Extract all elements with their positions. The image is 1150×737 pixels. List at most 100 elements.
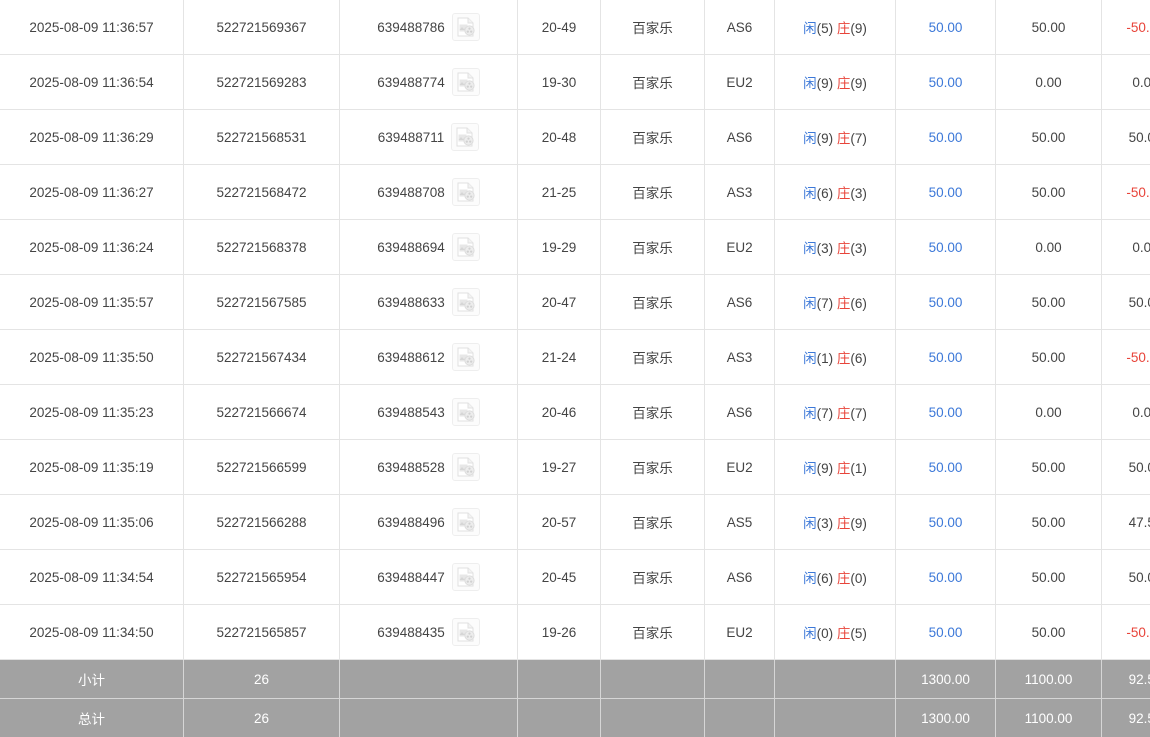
banker-score: (6) bbox=[850, 296, 867, 311]
cell-result: 闲(1) 庄(6) bbox=[775, 330, 896, 385]
cell-shoe-round: 20-57 bbox=[518, 495, 601, 550]
broken-image-icon[interactable] bbox=[452, 398, 480, 426]
player-score: (9) bbox=[817, 76, 834, 91]
broken-image-icon[interactable] bbox=[452, 13, 480, 41]
cell-result: 闲(3) 庄(9) bbox=[775, 495, 896, 550]
cell-timestamp: 2025-08-09 11:34:50 bbox=[0, 605, 184, 660]
cell-table-code: AS3 bbox=[705, 330, 775, 385]
cell-bet-amount: 50.00 bbox=[896, 330, 996, 385]
player-result: 闲 bbox=[803, 626, 817, 641]
cell-round-id[interactable]: 639488612 bbox=[340, 330, 518, 385]
cell-win-loss: 0.00 bbox=[1102, 385, 1150, 440]
cell-round-id[interactable]: 639488786 bbox=[340, 0, 518, 55]
cell-game-name: 百家乐 bbox=[601, 330, 705, 385]
summary-count: 26 bbox=[184, 660, 340, 699]
cell-valid-bet: 50.00 bbox=[996, 0, 1102, 55]
cell-shoe-round: 19-29 bbox=[518, 220, 601, 275]
cell-shoe-round: 20-45 bbox=[518, 550, 601, 605]
round-id-text: 639488612 bbox=[377, 350, 445, 365]
cell-game-name: 百家乐 bbox=[601, 440, 705, 495]
cell-game-name: 百家乐 bbox=[601, 385, 705, 440]
broken-image-icon[interactable] bbox=[452, 343, 480, 371]
broken-image-icon[interactable] bbox=[452, 563, 480, 591]
cell-shoe-round: 20-46 bbox=[518, 385, 601, 440]
cell-round-id[interactable]: 639488708 bbox=[340, 165, 518, 220]
player-result: 闲 bbox=[803, 296, 817, 311]
cell-table-code: AS6 bbox=[705, 110, 775, 165]
cell-valid-bet: 50.00 bbox=[996, 330, 1102, 385]
cell-order-id: 522721568378 bbox=[184, 220, 340, 275]
summary-empty-result bbox=[775, 660, 896, 699]
broken-image-icon[interactable] bbox=[451, 123, 479, 151]
cell-round-id[interactable]: 639488774 bbox=[340, 55, 518, 110]
cell-game-name: 百家乐 bbox=[601, 165, 705, 220]
broken-image-icon[interactable] bbox=[452, 618, 480, 646]
cell-round-id[interactable]: 639488447 bbox=[340, 550, 518, 605]
round-id-text: 639488496 bbox=[377, 515, 445, 530]
summary-empty-result bbox=[775, 699, 896, 737]
cell-round-id[interactable]: 639488528 bbox=[340, 440, 518, 495]
cell-table-code: AS6 bbox=[705, 275, 775, 330]
cell-round-id[interactable]: 639488711 bbox=[340, 110, 518, 165]
broken-image-icon[interactable] bbox=[452, 288, 480, 316]
cell-win-loss: -50.00 bbox=[1102, 605, 1150, 660]
broken-image-icon[interactable] bbox=[452, 68, 480, 96]
cell-win-loss: 50.00 bbox=[1102, 440, 1150, 495]
player-result: 闲 bbox=[803, 461, 817, 476]
player-result: 闲 bbox=[803, 406, 817, 421]
cell-round-id[interactable]: 639488543 bbox=[340, 385, 518, 440]
banker-result: 庄 bbox=[837, 186, 851, 201]
broken-image-icon[interactable] bbox=[452, 508, 480, 536]
banker-score: (7) bbox=[850, 131, 867, 146]
broken-image-icon[interactable] bbox=[452, 178, 480, 206]
banker-score: (3) bbox=[850, 186, 867, 201]
cell-timestamp: 2025-08-09 11:36:27 bbox=[0, 165, 184, 220]
broken-image-icon[interactable] bbox=[452, 453, 480, 481]
cell-round-id[interactable]: 639488435 bbox=[340, 605, 518, 660]
cell-round-id[interactable]: 639488694 bbox=[340, 220, 518, 275]
cell-game-name: 百家乐 bbox=[601, 550, 705, 605]
cell-result: 闲(7) 庄(7) bbox=[775, 385, 896, 440]
cell-bet-amount: 50.00 bbox=[896, 55, 996, 110]
cell-valid-bet: 50.00 bbox=[996, 605, 1102, 660]
cell-bet-amount: 50.00 bbox=[896, 220, 996, 275]
cell-round-id[interactable]: 639488496 bbox=[340, 495, 518, 550]
broken-image-icon[interactable] bbox=[452, 233, 480, 261]
banker-result: 庄 bbox=[837, 461, 851, 476]
round-id-text: 639488708 bbox=[377, 185, 445, 200]
cell-shoe-round: 21-25 bbox=[518, 165, 601, 220]
player-score: (5) bbox=[817, 21, 834, 36]
cell-result: 闲(6) 庄(3) bbox=[775, 165, 896, 220]
summary-valid-bet: 1100.00 bbox=[996, 699, 1102, 737]
round-id-text: 639488435 bbox=[377, 625, 445, 640]
player-result: 闲 bbox=[803, 131, 817, 146]
player-score: (3) bbox=[817, 241, 834, 256]
player-score: (6) bbox=[817, 186, 834, 201]
player-result: 闲 bbox=[803, 571, 817, 586]
player-score: (9) bbox=[817, 131, 834, 146]
cell-timestamp: 2025-08-09 11:35:57 bbox=[0, 275, 184, 330]
cell-bet-amount: 50.00 bbox=[896, 440, 996, 495]
cell-order-id: 522721569283 bbox=[184, 55, 340, 110]
banker-result: 庄 bbox=[837, 21, 851, 36]
cell-valid-bet: 0.00 bbox=[996, 55, 1102, 110]
cell-bet-amount: 50.00 bbox=[896, 385, 996, 440]
cell-shoe-round: 20-49 bbox=[518, 0, 601, 55]
summary-empty-game bbox=[601, 660, 705, 699]
cell-table-code: EU2 bbox=[705, 440, 775, 495]
cell-valid-bet: 50.00 bbox=[996, 440, 1102, 495]
summary-empty-shoe bbox=[518, 699, 601, 737]
cell-round-id[interactable]: 639488633 bbox=[340, 275, 518, 330]
